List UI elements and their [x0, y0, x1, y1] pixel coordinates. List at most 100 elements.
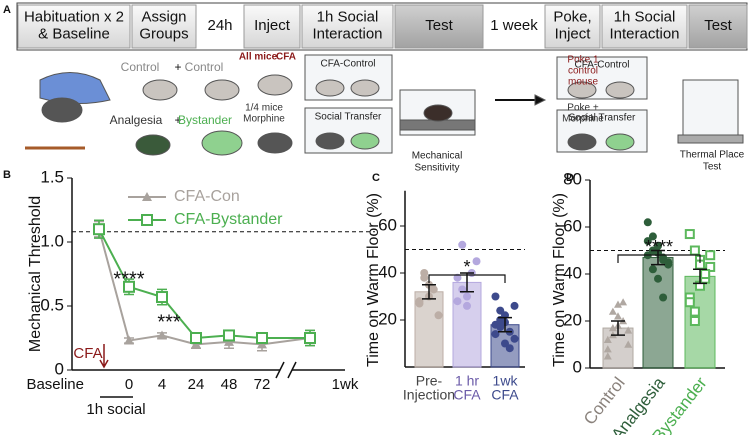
timeline-label: Inject — [555, 25, 592, 42]
marker — [415, 297, 424, 306]
error-bar — [498, 316, 512, 333]
marker — [510, 334, 519, 343]
marker — [689, 316, 700, 326]
x-tick-label: Baseline — [26, 376, 84, 393]
mesh — [399, 119, 476, 131]
illustration-label: Thermal Place — [680, 150, 745, 161]
illustration-label: CFA-Control — [574, 60, 629, 71]
x-tick-label: 1wk — [493, 373, 519, 389]
illustration-label: 1/4 mice — [245, 103, 283, 114]
timeline-label: Inject — [254, 17, 291, 34]
illustration-label: Control — [121, 60, 160, 74]
marker — [124, 335, 134, 345]
mouse — [257, 74, 293, 96]
timeline-box — [243, 4, 301, 49]
y-tick-label: 0 — [55, 359, 64, 378]
y-tick-label: 1.5 — [40, 167, 64, 186]
marker — [643, 218, 652, 227]
y-tick-label: 0.5 — [40, 295, 64, 314]
mouse — [567, 133, 597, 151]
marker — [491, 330, 500, 339]
panel-letter: A — [3, 4, 11, 16]
mouse — [605, 81, 635, 99]
cfa-arrow — [99, 344, 109, 369]
y-tick-label: 40 — [378, 262, 397, 281]
marker — [624, 326, 633, 334]
marker — [608, 324, 617, 332]
marker — [624, 340, 633, 348]
timeline-box — [17, 4, 131, 49]
illustration-label: CFA-Control — [320, 59, 375, 70]
marker — [608, 307, 617, 315]
timeline-box — [131, 4, 197, 49]
illustration-label: Poke 1 — [567, 55, 599, 66]
panel-letter: C — [372, 172, 380, 184]
marker — [472, 257, 481, 266]
x-tick-label: 72 — [254, 376, 271, 393]
arrowhead — [534, 94, 547, 106]
marker — [705, 261, 716, 272]
illustration-label: Morphine — [562, 114, 604, 125]
marker — [453, 273, 462, 282]
y-tick-label: 20 — [378, 309, 397, 328]
marker — [505, 344, 514, 353]
marker — [614, 300, 622, 308]
illustration-label: Bystander — [178, 113, 232, 127]
y-tick-label: 1.0 — [40, 231, 64, 250]
timeline-label: 24h — [207, 17, 232, 34]
marker — [123, 280, 135, 293]
timeline-box — [394, 4, 484, 49]
marker — [491, 292, 500, 301]
marker — [705, 250, 716, 261]
illustration-label: Mechanical — [412, 151, 463, 162]
marker — [603, 352, 612, 360]
error-bar — [460, 272, 474, 293]
mouse — [605, 133, 635, 151]
timeline-box — [601, 4, 688, 49]
marker — [643, 237, 652, 246]
illustration-label: CFA — [276, 52, 296, 63]
timeline-label: Interaction — [312, 25, 382, 42]
marker — [700, 269, 711, 279]
x-tick-label: CFA — [491, 387, 519, 403]
timeline-box — [688, 4, 748, 49]
error-bar — [651, 249, 665, 266]
error-bar — [611, 320, 625, 336]
y-tick-label: 60 — [378, 215, 397, 234]
timeline-label: Groups — [139, 25, 188, 42]
y-tick-label: 40 — [563, 263, 582, 282]
marker — [190, 332, 202, 344]
error-bar — [422, 284, 436, 300]
illustrations — [25, 54, 744, 156]
marker — [256, 332, 268, 344]
timeline-label: Assign — [141, 8, 186, 25]
marker — [689, 245, 700, 256]
mouse — [41, 97, 83, 123]
timeline-label: Interaction — [609, 25, 679, 42]
mouse — [350, 132, 380, 150]
series — [93, 219, 316, 347]
illustration-label: Control — [185, 60, 224, 74]
illustration-label: + — [174, 60, 181, 74]
marker — [603, 335, 612, 343]
illustration-label: control — [568, 66, 598, 77]
thermal-box — [682, 79, 739, 136]
axis-break — [275, 361, 297, 379]
x-tick-label: Pre- — [416, 373, 443, 389]
marker — [420, 269, 429, 277]
legend-label: CFA-Con — [174, 188, 240, 205]
marker — [664, 260, 673, 269]
illustration-label: Analgesia — [110, 113, 163, 127]
mouse — [567, 81, 597, 99]
x-tick-label: 4 — [158, 376, 166, 393]
marker — [614, 312, 622, 320]
marker — [619, 298, 628, 306]
panel-letter: D — [566, 172, 574, 184]
marker — [434, 311, 443, 320]
significance-bracket — [428, 274, 506, 283]
timeline-box — [544, 4, 601, 49]
marker — [304, 332, 316, 344]
panel-letter: B — [3, 169, 11, 181]
timeline-label: 1h Social — [317, 8, 379, 25]
timeline-box — [301, 4, 394, 49]
